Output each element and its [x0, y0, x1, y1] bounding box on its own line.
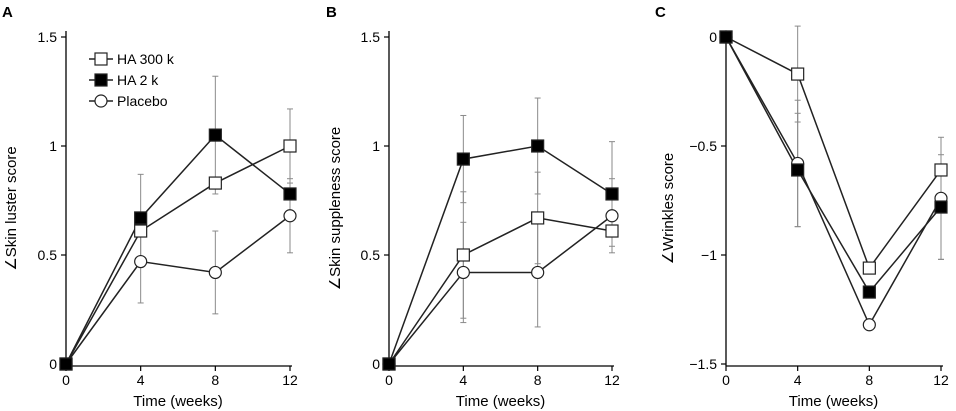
series-line-open-circle	[725, 36, 942, 327]
data-point	[605, 187, 619, 201]
chart-panel-b: B 0 0.5 1 1.5 0 4 8 12 Time (weeks) ∠Skin supplene…	[326, 4, 620, 410]
y-tick-label: 0	[49, 356, 57, 372]
data-point	[208, 265, 222, 280]
legend-marker	[94, 94, 108, 108]
x-tick-label: 0	[385, 372, 393, 388]
y-tick-label: 1.5	[361, 29, 381, 45]
x-tick-label: 12	[604, 372, 620, 388]
chart-panel-a: A 0 0.5 1 1.5 0 4 8 12 Time (weeks) ∠Skin luster s…	[2, 4, 298, 410]
y-tick-label: −1.5	[689, 356, 717, 372]
y-tick-label: 1	[49, 138, 57, 154]
data-point	[59, 357, 73, 371]
panel-letter: A	[2, 4, 13, 21]
data-point	[134, 254, 148, 269]
data-point	[934, 200, 948, 214]
data-point	[283, 209, 297, 223]
data-point	[456, 265, 470, 280]
x-axis-title: Time (weeks)	[133, 393, 222, 410]
y-tick-label: 0	[372, 356, 380, 372]
y-axis-title: ∠Wrinkles score	[660, 153, 677, 265]
data-point	[862, 285, 876, 299]
legend: HA 300 k HA 2 k Placebo	[89, 51, 175, 109]
data-point	[605, 209, 619, 223]
y-tick-label: −1	[701, 247, 717, 263]
series-line-filled-square	[725, 36, 942, 294]
legend-label: HA 2 k	[117, 72, 159, 88]
x-tick-label: 8	[534, 372, 542, 388]
x-tick-label: 12	[933, 372, 949, 388]
y-tick-label: 0.5	[361, 247, 381, 263]
data-point	[791, 67, 805, 81]
y-axis-title: ∠Skin luster score	[3, 146, 20, 270]
panel-letter: B	[326, 4, 337, 21]
y-tick-label: 0	[709, 29, 717, 45]
data-point	[134, 211, 148, 225]
data-point	[531, 211, 545, 225]
data-point	[283, 187, 297, 201]
legend-marker	[94, 52, 108, 66]
y-tick-label: 1.5	[38, 29, 58, 45]
data-point	[934, 163, 948, 177]
x-tick-label: 8	[865, 372, 873, 388]
panel-letter: C	[655, 4, 666, 21]
series-line-open-circle	[65, 215, 291, 365]
series-line-open-square	[388, 217, 613, 365]
x-tick-label: 12	[282, 372, 298, 388]
data-point	[605, 224, 619, 238]
series-line-open-square	[65, 145, 291, 365]
x-tick-label: 0	[62, 372, 70, 388]
data-point	[208, 176, 222, 190]
data-point	[382, 357, 396, 371]
y-tick-label: 0.5	[38, 247, 58, 263]
x-tick-label: 4	[459, 372, 467, 388]
y-tick-label: −0.5	[689, 138, 717, 154]
y-axis-title: ∠Skin suppleness score	[327, 127, 344, 291]
legend-marker	[94, 73, 108, 87]
x-tick-label: 0	[722, 372, 730, 388]
chart-panel-c: C 0 −0.5 −1 −1.5 0 4 8 12 Time (weeks) ∠Wrinkles s…	[655, 4, 949, 410]
x-tick-label: 8	[211, 372, 219, 388]
y-tick-label: 1	[372, 138, 380, 154]
data-point	[791, 163, 805, 177]
legend-label: Placebo	[117, 93, 168, 109]
data-point	[456, 152, 470, 166]
x-axis-title: Time (weeks)	[456, 393, 545, 410]
x-tick-label: 4	[794, 372, 802, 388]
series-line-open-circle	[388, 215, 613, 365]
data-point	[719, 30, 733, 44]
data-point	[208, 128, 222, 142]
data-point	[531, 265, 545, 280]
legend-label: HA 300 k	[117, 51, 175, 67]
data-point	[862, 318, 876, 332]
series-line-filled-square	[65, 134, 291, 365]
data-point	[456, 248, 470, 262]
x-tick-label: 4	[137, 372, 145, 388]
x-axis-title: Time (weeks)	[789, 393, 878, 410]
data-point	[283, 139, 297, 153]
data-point	[134, 224, 148, 238]
series-line-filled-square	[388, 145, 613, 365]
series-line-open-square	[725, 36, 942, 270]
data-point	[862, 261, 876, 275]
data-point	[531, 139, 545, 153]
